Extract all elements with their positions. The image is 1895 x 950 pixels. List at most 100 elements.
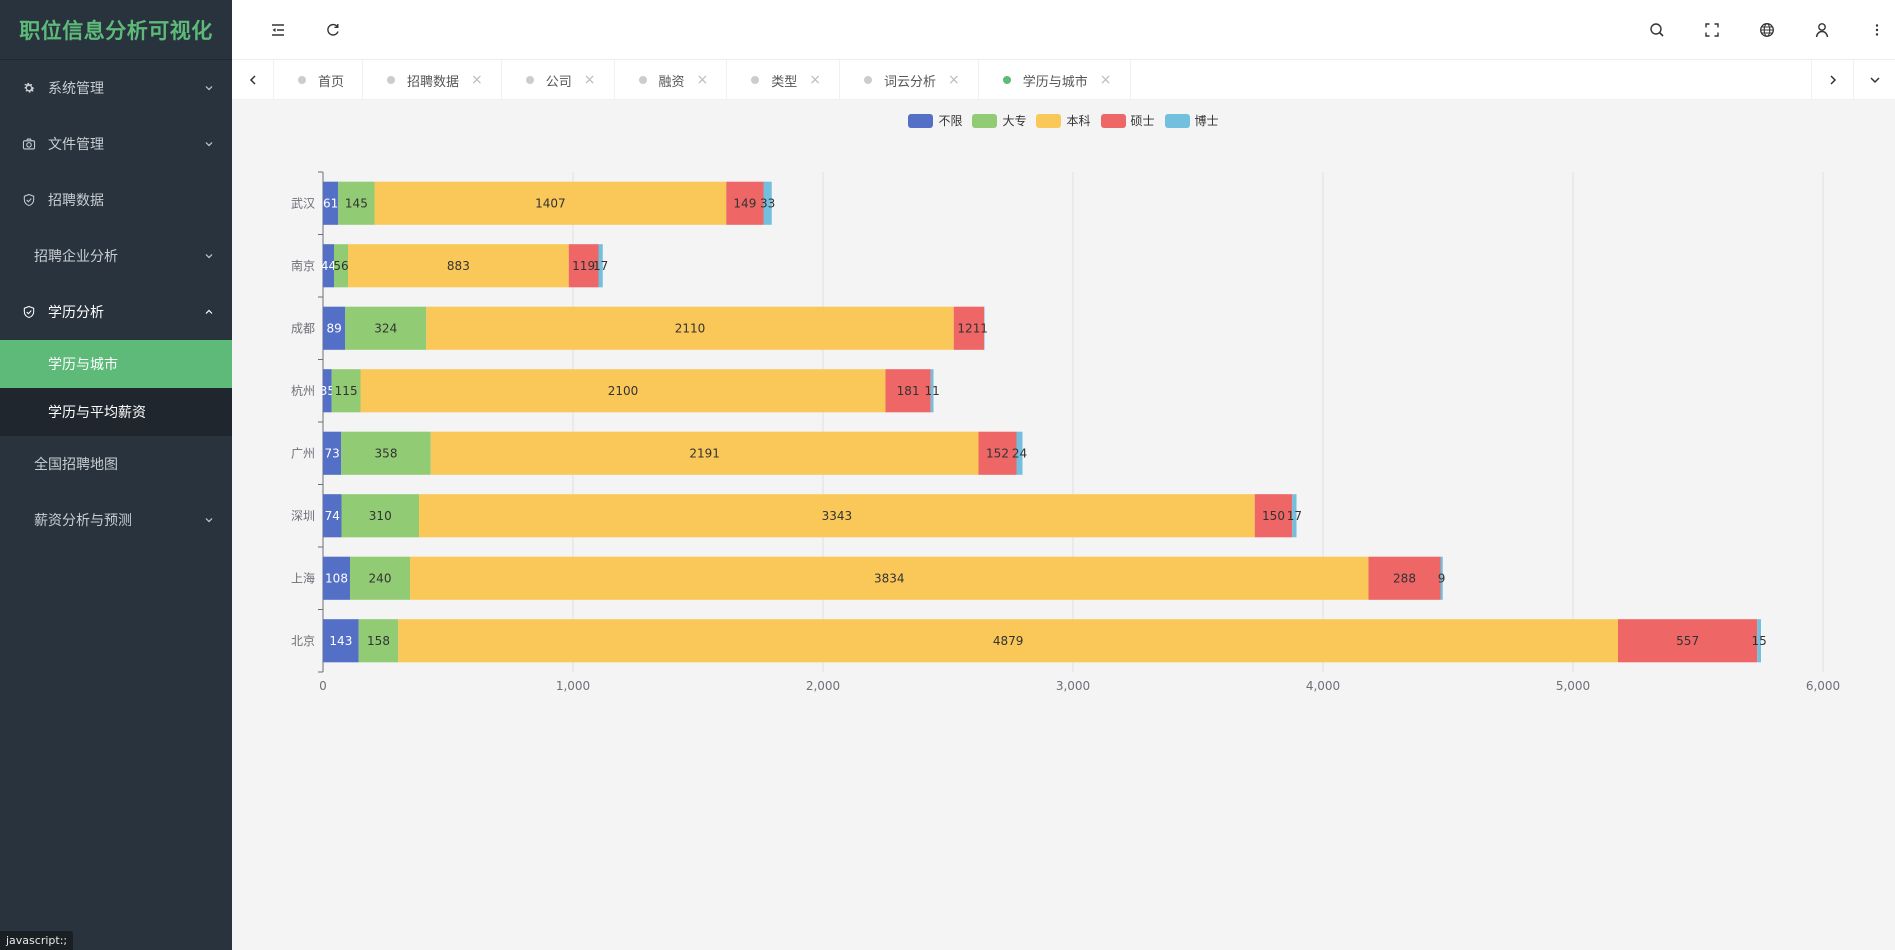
bar-segment[interactable] <box>360 369 886 413</box>
bar-segment[interactable] <box>323 306 346 350</box>
sidebar-item-recruitment-data[interactable]: 招聘数据 <box>0 172 232 228</box>
legend-item[interactable]: 不限 <box>908 112 962 129</box>
bar-segment[interactable] <box>598 244 603 288</box>
bar-data-label: 557 <box>1676 634 1699 648</box>
close-icon[interactable]: × <box>471 72 483 88</box>
bar-segment[interactable] <box>426 306 954 350</box>
sidebar-item-enterprise-analysis[interactable]: 招聘企业分析 <box>0 228 232 284</box>
bar-segment[interactable] <box>341 431 431 475</box>
tab-company[interactable]: 公司 × <box>502 60 615 99</box>
tab-education-city[interactable]: 学历与城市 × <box>979 60 1131 99</box>
tab-status-dot <box>1002 76 1011 84</box>
bar-segment[interactable] <box>930 369 934 413</box>
bar-data-label: 56 <box>333 259 348 273</box>
tab-status-dot <box>751 76 760 84</box>
bar-segment[interactable] <box>398 619 1618 663</box>
tab-list: 首页 招聘数据 × 公司 × 融资 × 类型 × <box>274 60 1811 99</box>
close-icon[interactable]: × <box>696 72 709 88</box>
sidebar-item-label: 学历分析 <box>48 305 104 321</box>
fullscreen-button[interactable] <box>1696 14 1728 46</box>
sidebar-item-label: 文件管理 <box>48 137 104 153</box>
x-tick-label: 4,000 <box>1306 679 1340 693</box>
bar-segment[interactable] <box>323 244 334 288</box>
close-icon[interactable]: × <box>809 72 822 88</box>
bar-segment[interactable] <box>1618 619 1758 663</box>
bar-segment[interactable] <box>1368 556 1441 600</box>
bar-segment[interactable] <box>341 494 420 538</box>
close-icon[interactable]: × <box>1099 72 1112 88</box>
sidebar-item-education-analysis[interactable]: 学历分析 <box>0 284 232 340</box>
stacked-bar-chart: 0 1,000 2,000 3,000 4,000 5,000 6,000 北京 143 158 4… <box>291 171 1840 693</box>
tab-type[interactable]: 类型 × <box>727 60 841 99</box>
bar-data-label: 115 <box>335 384 358 398</box>
legend-item[interactable]: 本科 <box>1036 112 1091 129</box>
close-icon[interactable]: × <box>948 72 960 88</box>
language-button[interactable] <box>1751 14 1783 46</box>
tabs-scroll-right-button[interactable] <box>1811 60 1853 100</box>
bar-data-label: 9 <box>1438 571 1446 585</box>
tab-word-cloud[interactable]: 词云分析 × <box>840 60 979 99</box>
legend-label: 博士 <box>1194 114 1219 128</box>
bar-segment[interactable] <box>338 181 375 225</box>
close-icon[interactable]: × <box>583 72 596 88</box>
bar-segment[interactable] <box>345 306 427 350</box>
tab-recruitment-data[interactable]: 招聘数据 × <box>363 60 502 99</box>
tab-home[interactable]: 首页 <box>274 60 364 99</box>
bar-segment[interactable] <box>953 306 984 350</box>
bar-segment[interactable] <box>1016 431 1023 475</box>
tab-financing[interactable]: 融资 × <box>615 60 728 99</box>
bar-segment[interactable] <box>323 556 350 600</box>
user-button[interactable] <box>1806 14 1838 46</box>
bar-segment[interactable] <box>410 556 1369 600</box>
bar-data-label: 89 <box>326 321 341 335</box>
sidebar-menu: 系统管理 文件管理 招聘数据 招聘企业分析 <box>0 60 232 548</box>
bar-segment[interactable] <box>430 431 979 475</box>
sidebar-item-label: 招聘企业分析 <box>34 249 118 265</box>
search-button[interactable] <box>1641 14 1673 46</box>
bar-segment[interactable] <box>358 619 399 663</box>
bar-segment[interactable] <box>323 181 339 225</box>
sidebar-subitem-education-city[interactable]: 学历与城市 <box>0 340 232 388</box>
tabs-dropdown-button[interactable] <box>1853 60 1895 100</box>
collapse-menu-button[interactable] <box>262 14 294 46</box>
legend-item[interactable]: 大专 <box>972 112 1026 129</box>
sidebar-item-national-map[interactable]: 全国招聘地图 <box>0 436 232 492</box>
refresh-button[interactable] <box>317 14 349 46</box>
sidebar-item-file-management[interactable]: 文件管理 <box>0 116 232 172</box>
sidebar-item-system-management[interactable]: 系统管理 <box>0 60 232 116</box>
chevron-down-icon <box>205 254 213 259</box>
bar-segment[interactable] <box>726 181 764 225</box>
legend-item[interactable]: 硕士 <box>1100 112 1155 129</box>
bar-data-label: 44 <box>321 259 336 273</box>
bar-segment[interactable] <box>419 494 1255 538</box>
tab-status-dot <box>298 76 306 84</box>
bar-segment[interactable] <box>350 556 410 600</box>
sidebar-item-salary-prediction[interactable]: 薪资分析与预测 <box>0 492 232 548</box>
bar-data-label: 61 <box>323 196 338 210</box>
tabs-scroll-left-button[interactable] <box>232 60 274 100</box>
bar-segment[interactable] <box>978 431 1017 475</box>
bar-segment[interactable] <box>348 244 569 288</box>
bar-data-label: 3343 <box>822 509 853 523</box>
bar-segment[interactable] <box>374 181 727 225</box>
bar-segment[interactable] <box>334 244 348 288</box>
sidebar-subitem-label: 学历与城市 <box>48 357 118 373</box>
bar-segment[interactable] <box>323 369 332 413</box>
more-options-button[interactable] <box>1861 14 1893 46</box>
bar-segment[interactable] <box>323 494 342 538</box>
sidebar-subitem-education-salary[interactable]: 学历与平均薪资 <box>0 388 232 436</box>
bar-data-label: 883 <box>447 259 470 273</box>
bar-segment[interactable] <box>323 619 359 663</box>
bar-segment[interactable] <box>885 369 931 413</box>
bar-segment[interactable] <box>331 369 361 413</box>
bar-segment[interactable] <box>568 244 599 288</box>
legend-swatch <box>1100 113 1126 128</box>
bar-segment[interactable] <box>1440 556 1443 600</box>
bar-segment[interactable] <box>984 306 985 350</box>
bar-segment[interactable] <box>1254 494 1293 538</box>
bar-segment[interactable] <box>1292 494 1297 538</box>
bar-segment[interactable] <box>323 431 342 475</box>
bar-segment[interactable] <box>763 181 772 225</box>
legend-item[interactable]: 博士 <box>1164 112 1219 129</box>
bar-segment[interactable] <box>1757 619 1761 663</box>
